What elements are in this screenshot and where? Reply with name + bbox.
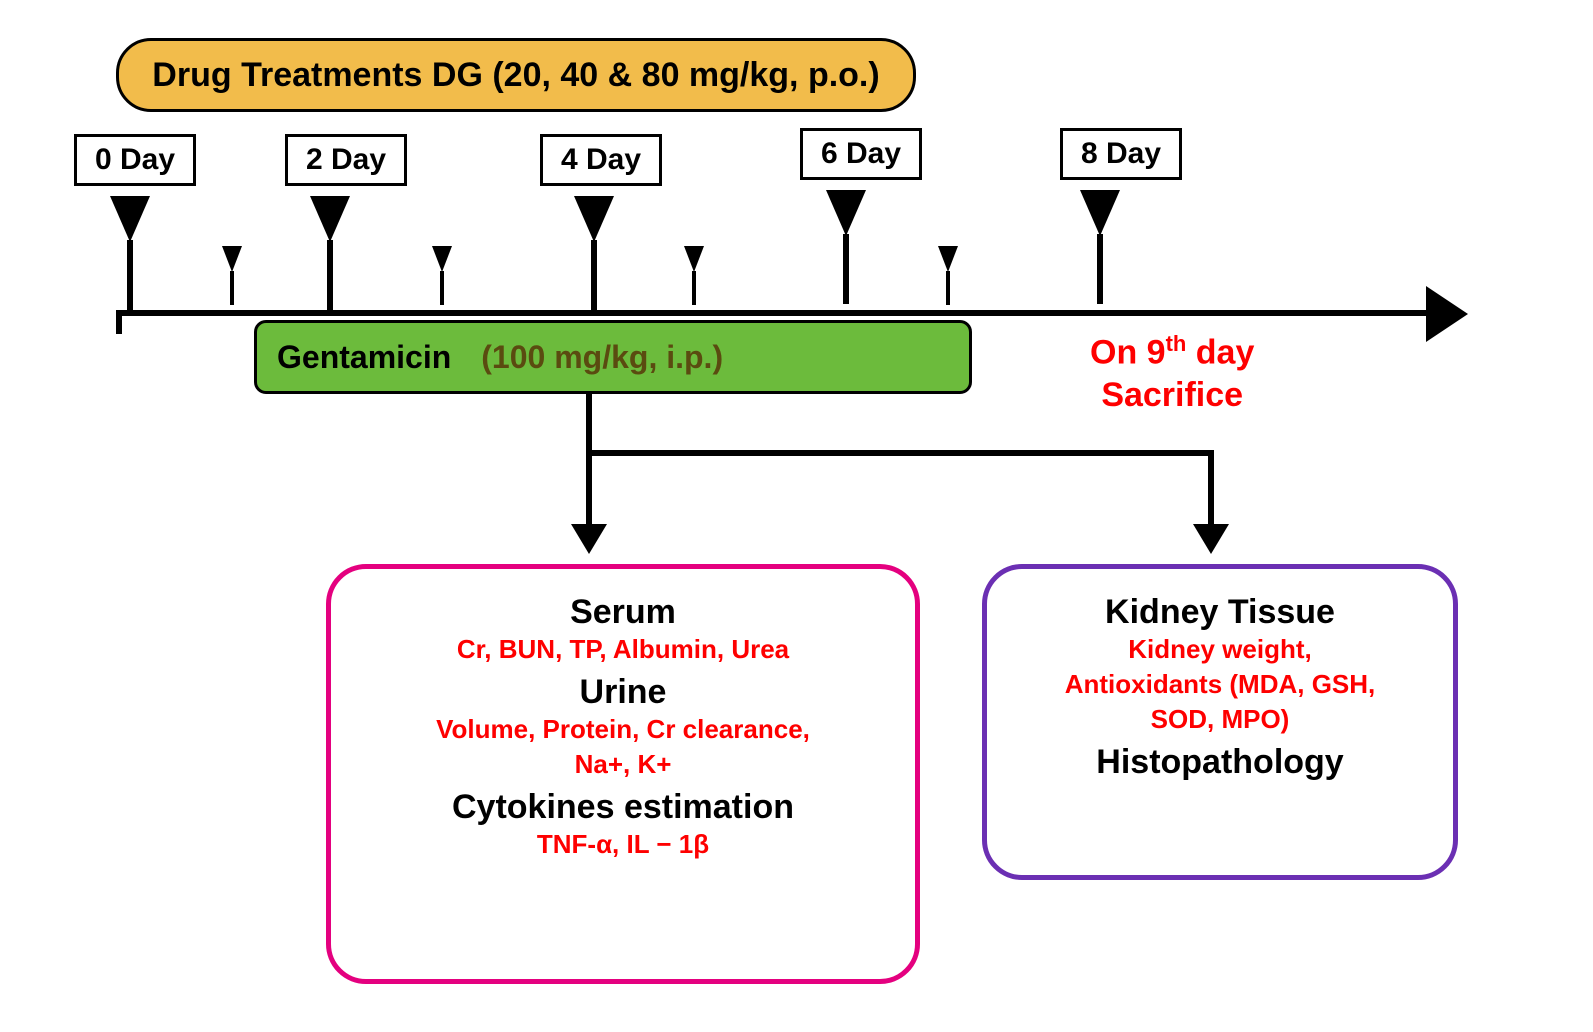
panel-left-cytokines-items: TNF-α, IL − 1β	[359, 827, 887, 862]
mid-arrow-1	[432, 246, 452, 272]
connector-arrow-right-icon	[1193, 524, 1229, 554]
day-arrow-0	[110, 196, 150, 242]
sacrifice-line2: Sacrifice	[1090, 374, 1254, 417]
day-arrow-2	[574, 196, 614, 242]
gentamicin-name: Gentamicin	[257, 339, 451, 376]
sacrifice-line1-sup: th	[1166, 331, 1187, 356]
mid-arrow-3	[938, 246, 958, 272]
day-arrow-1	[310, 196, 350, 242]
gentamicin-dose: (100 mg/kg, i.p.)	[451, 339, 723, 376]
day-arrow-4	[1080, 190, 1120, 236]
connector-v-top	[586, 394, 592, 454]
sacrifice-line1-pre: On 9	[1090, 333, 1166, 371]
experiment-timeline-diagram: Drug Treatments DG (20, 40 & 80 mg/kg, p…	[30, 30, 1563, 1002]
sacrifice-line1-post: day	[1186, 333, 1254, 371]
connector-arrow-left-icon	[571, 524, 607, 554]
panel-left-serum-items: Cr, BUN, TP, Albumin, Urea	[359, 632, 887, 667]
panel-right-kidney-items-1: Kidney weight,	[1015, 632, 1425, 667]
mid-arrow-0	[222, 246, 242, 272]
panel-right-kidney-items-2: Antioxidants (MDA, GSH,	[1015, 667, 1425, 702]
day-box-1: 2 Day	[285, 134, 407, 186]
day-box-2: 4 Day	[540, 134, 662, 186]
panel-right-kidney-items-3: SOD, MPO)	[1015, 702, 1425, 737]
panel-right-title-kidney: Kidney Tissue	[1015, 593, 1425, 632]
panel-left-urine-items-1: Volume, Protein, Cr clearance,	[359, 712, 887, 747]
panel-right-title-histo: Histopathology	[1015, 743, 1425, 782]
timeline-arrowhead-icon	[1426, 286, 1468, 342]
panel-left-title-urine: Urine	[359, 673, 887, 712]
treatment-banner: Drug Treatments DG (20, 40 & 80 mg/kg, p…	[116, 38, 916, 112]
panel-left-title-serum: Serum	[359, 593, 887, 632]
panel-left-urine-items-2: Na+, K+	[359, 747, 887, 782]
connector-h	[586, 450, 1214, 456]
connector-drop-left	[586, 450, 592, 528]
panel-kidney-tissue: Kidney Tissue Kidney weight, Antioxidant…	[982, 564, 1458, 880]
panel-serum-urine-cytokines: Serum Cr, BUN, TP, Albumin, Urea Urine V…	[326, 564, 920, 984]
day-arrow-3	[826, 190, 866, 236]
panel-left-title-cytokines: Cytokines estimation	[359, 788, 887, 827]
timeline-axis	[116, 310, 1436, 316]
day-box-4: 8 Day	[1060, 128, 1182, 180]
mid-arrow-2	[684, 246, 704, 272]
day-box-3: 6 Day	[800, 128, 922, 180]
timeline-start-tick	[116, 310, 122, 334]
day-box-0: 0 Day	[74, 134, 196, 186]
sacrifice-label: On 9th day Sacrifice	[1090, 330, 1254, 416]
connector-drop-right	[1208, 450, 1214, 528]
gentamicin-bar: Gentamicin (100 mg/kg, i.p.)	[254, 320, 972, 394]
